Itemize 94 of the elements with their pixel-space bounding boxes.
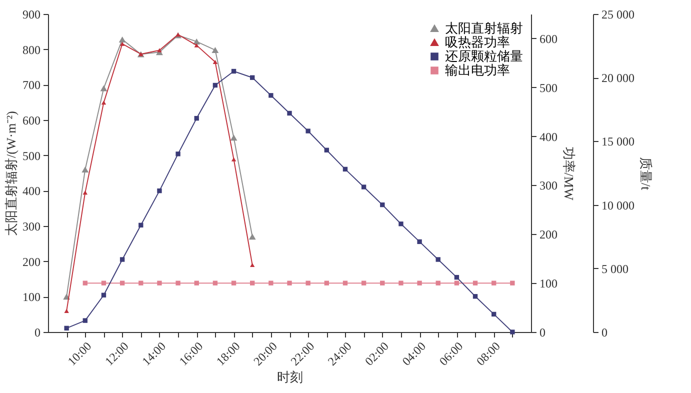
point <box>510 330 515 334</box>
point <box>82 166 89 172</box>
y2-tick-label: 300 <box>540 178 558 193</box>
x-axis-title: 时刻 <box>277 370 303 385</box>
y3-axis-title: 质量/t <box>638 156 654 190</box>
point <box>250 75 255 80</box>
point <box>231 68 236 74</box>
y3-tick-label: 5 000 <box>602 262 628 276</box>
point <box>268 93 274 98</box>
y2-tick-label: 0 <box>540 326 546 340</box>
y2-axis-title: 功率/MW <box>562 146 576 201</box>
point <box>436 257 440 262</box>
point <box>361 280 366 286</box>
point <box>342 166 348 172</box>
point <box>268 280 274 286</box>
point <box>118 36 126 42</box>
point <box>250 262 255 268</box>
y-tick-label: 300 <box>22 220 40 234</box>
point <box>212 47 219 54</box>
point <box>510 280 515 286</box>
y-tick-label: 900 <box>22 8 40 22</box>
point <box>120 42 125 46</box>
point <box>194 280 199 286</box>
point <box>176 152 180 156</box>
point <box>230 134 238 141</box>
legend-label: 输出电功率 <box>445 62 510 78</box>
y-tick-label: 100 <box>22 290 40 304</box>
point <box>248 234 256 240</box>
point <box>380 280 385 286</box>
point <box>492 280 496 286</box>
point <box>82 318 88 323</box>
point <box>324 148 329 152</box>
legend-label: 太阳直射辐射 <box>445 20 523 36</box>
point <box>194 116 199 121</box>
point <box>417 280 422 286</box>
point <box>157 280 162 286</box>
point <box>306 280 310 286</box>
point <box>250 280 255 286</box>
point <box>436 280 440 286</box>
y-axis-title: 太阳直射辐射/(W·m⁻²) <box>4 111 18 236</box>
point <box>454 274 460 280</box>
point <box>472 280 478 286</box>
y3-tick-label: 25 000 <box>602 8 634 22</box>
point <box>176 280 180 286</box>
point <box>64 308 69 313</box>
y-tick-label: 200 <box>22 254 40 269</box>
y-tick-label: 800 <box>22 42 40 57</box>
point <box>64 326 69 331</box>
y-tick-label: 0 <box>34 326 40 340</box>
y-tick-label: 400 <box>22 184 40 198</box>
point <box>157 188 162 194</box>
point <box>100 85 108 92</box>
point <box>398 280 404 286</box>
point <box>287 110 292 116</box>
point <box>342 280 348 286</box>
point <box>101 100 106 105</box>
y2-tick-label: 600 <box>540 32 558 46</box>
point <box>82 190 88 195</box>
y3-tick-label: 20 000 <box>602 71 634 86</box>
legend-label: 还原颗粒储量 <box>445 48 523 64</box>
point <box>231 157 236 162</box>
y3-tick-label: 15 000 <box>602 134 634 149</box>
y2-tick-label: 100 <box>540 276 558 291</box>
y-tick-label: 700 <box>22 78 40 92</box>
point <box>306 128 310 134</box>
point <box>231 280 236 286</box>
point <box>417 239 422 244</box>
y2-tick-label: 200 <box>540 228 558 242</box>
point <box>492 312 496 317</box>
point <box>380 202 385 208</box>
point <box>472 294 478 299</box>
point <box>212 280 218 286</box>
legend-label: 吸热器功率 <box>445 34 510 50</box>
point <box>120 257 125 262</box>
point <box>138 222 144 228</box>
point <box>324 280 329 286</box>
y3-tick-label: 10 000 <box>602 198 634 212</box>
point <box>82 280 88 286</box>
y-tick-label: 500 <box>22 148 40 163</box>
y-tick-label: 600 <box>22 114 40 128</box>
y3-tick-label: 0 <box>602 326 608 340</box>
point <box>101 292 106 298</box>
point <box>398 222 404 226</box>
point <box>120 280 125 286</box>
y2-tick-label: 400 <box>540 130 558 144</box>
point <box>454 280 460 286</box>
point <box>138 280 144 286</box>
y2-tick-label: 500 <box>540 80 558 95</box>
point <box>212 60 218 64</box>
point <box>101 280 106 286</box>
point <box>287 280 292 286</box>
point <box>212 82 218 88</box>
point <box>361 184 366 190</box>
point <box>194 43 199 48</box>
